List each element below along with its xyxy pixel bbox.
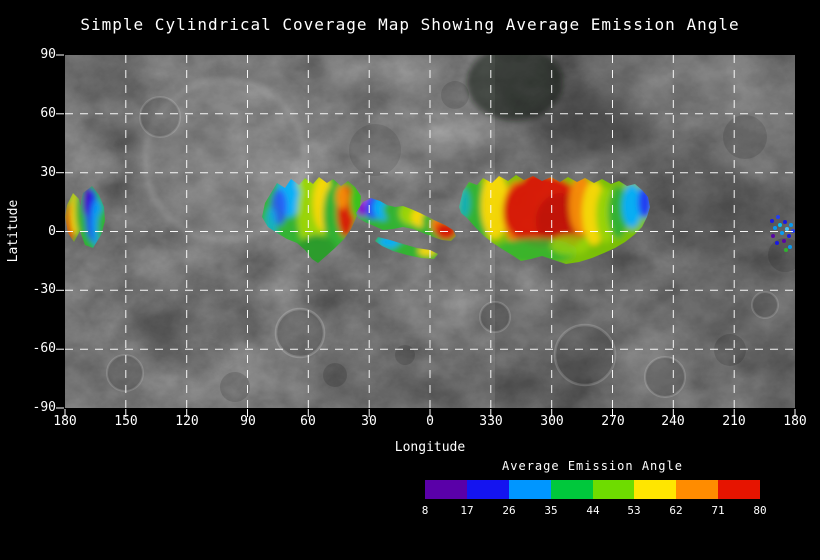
colorbar-segment: [425, 480, 467, 499]
x-axis-label: Longitude: [394, 440, 466, 455]
colorbar-tick-label: 17: [460, 504, 474, 517]
x-tick-label: 300: [540, 414, 564, 429]
x-tick-label: 120: [175, 414, 199, 429]
x-tick-label: 330: [479, 414, 503, 429]
colorbar-segment: [718, 480, 760, 499]
colorbar-tick-label: 44: [586, 504, 600, 517]
x-tick-label: 240: [661, 414, 685, 429]
colorbar-tick-label: 62: [669, 504, 683, 517]
coverage-patch-west: [65, 186, 105, 248]
coverage-patch-east: [459, 175, 650, 264]
colorbar-tick-label: 8: [421, 504, 429, 517]
x-tick-label: 270: [601, 414, 625, 429]
craters: [106, 81, 795, 402]
colorbar-tick-label: 26: [502, 504, 516, 517]
colorbar-segment: [508, 480, 551, 499]
x-tick-label: 0: [426, 414, 434, 429]
x-tick-label: 180: [53, 414, 77, 429]
colorbar-tick-label: 80: [753, 504, 767, 517]
colorbar-segment: [550, 480, 593, 499]
x-tick-label: 60: [300, 414, 316, 429]
grid-lines: [65, 55, 795, 408]
colorbar-segment: [634, 480, 677, 499]
x-tick-label: 210: [722, 414, 746, 429]
x-tick-label: 150: [114, 414, 138, 429]
y-tick-label: 90: [40, 47, 56, 62]
axis-ticks: [56, 54, 796, 417]
figure-title: Simple Cylindrical Coverage Map Showing …: [80, 15, 740, 34]
colorbar: [425, 480, 760, 499]
colorbar-tick-label: 35: [544, 504, 558, 517]
y-tick-label: -30: [32, 282, 56, 297]
y-tick-label: 30: [40, 165, 56, 180]
x-tick-label: 90: [240, 414, 256, 429]
x-tick-label: 30: [361, 414, 377, 429]
colorbar-tick-label: 71: [711, 504, 725, 517]
colorbar-tick-label: 53: [627, 504, 641, 517]
colorbar-segment: [676, 480, 719, 499]
y-tick-label: -60: [32, 341, 56, 356]
y-tick-label: 0: [48, 224, 56, 239]
y-tick-label: 60: [40, 106, 56, 121]
colorbar-segment: [466, 480, 509, 499]
colorbar-title: Average Emission Angle: [502, 459, 683, 473]
y-tick-label: -90: [32, 400, 56, 415]
colorbar-segment: [592, 480, 635, 499]
x-tick-label: 180: [783, 414, 807, 429]
